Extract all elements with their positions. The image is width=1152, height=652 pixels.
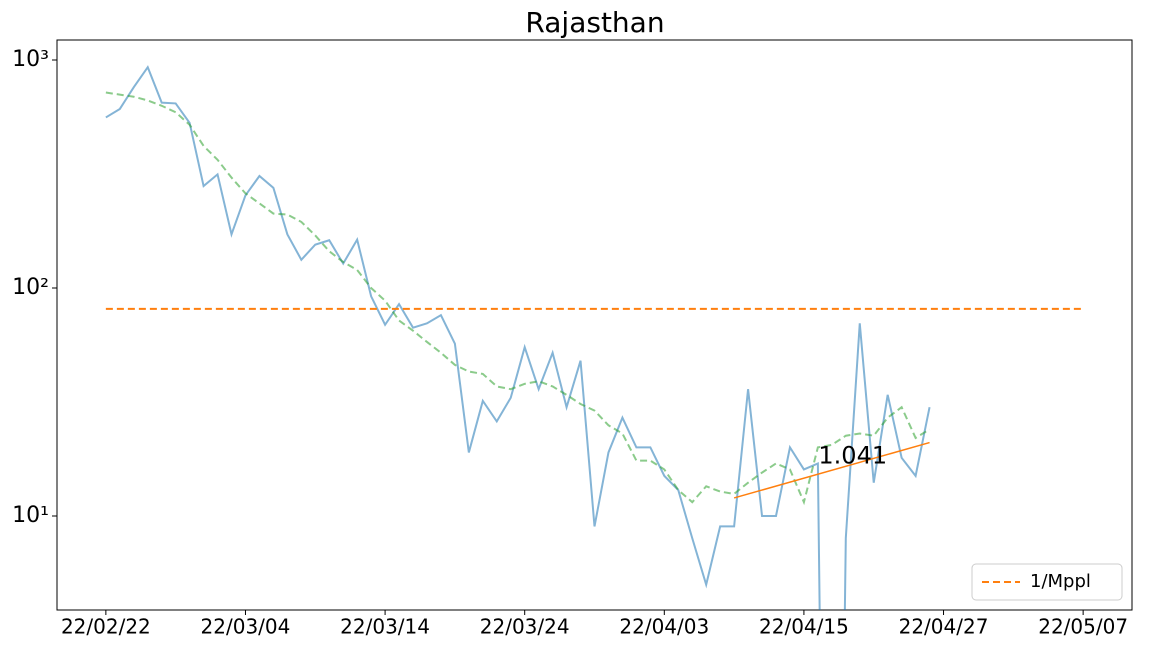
x-tick-label: 22/04/03 <box>619 615 709 639</box>
plot-frame <box>56 39 1133 611</box>
x-tick-label: 22/03/24 <box>480 615 570 639</box>
legend-label: 1/Mppl <box>1030 571 1091 592</box>
annotation: 1.041 <box>818 442 887 470</box>
x-tick-label: 22/04/27 <box>899 615 989 639</box>
y-tick-label: 10² <box>12 275 49 300</box>
series-line <box>733 441 930 499</box>
x-tick-label: 22/03/04 <box>201 615 291 639</box>
legend-box <box>971 563 1123 601</box>
x-tick-label: 22/05/07 <box>1038 615 1128 639</box>
x-tick-label: 22/04/15 <box>759 615 849 639</box>
chart-title: Rajasthan <box>525 6 664 39</box>
series-line <box>105 91 931 506</box>
x-tick-label: 22/03/14 <box>340 615 430 639</box>
x-tick-label: 22/02/22 <box>61 615 151 639</box>
y-tick-label: 10³ <box>12 47 49 72</box>
y-tick-label: 10¹ <box>12 503 49 528</box>
plot-area <box>105 65 1084 610</box>
series-line <box>105 65 931 610</box>
